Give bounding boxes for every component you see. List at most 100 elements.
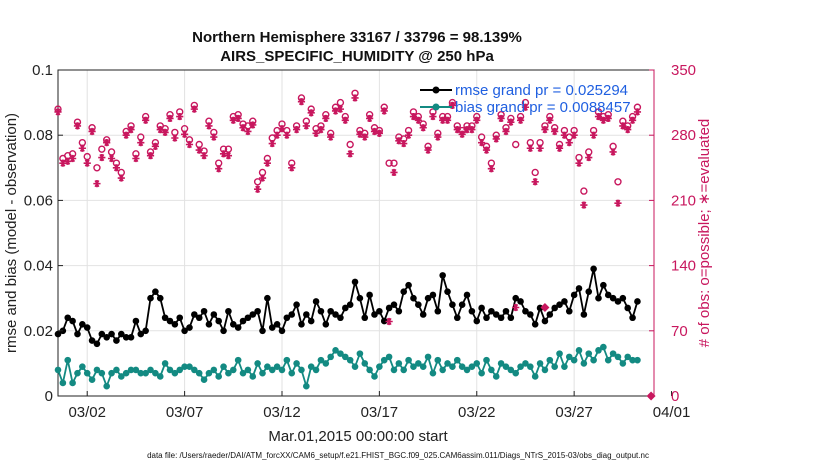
point-obs-evaluated [273,131,281,139]
point-rmse [546,311,554,318]
point-bias [507,366,515,374]
point-obs-possible [346,140,354,149]
point-bias [283,356,291,364]
point-obs-evaluated [482,146,491,154]
point-obs-possible [336,98,345,107]
point-bias [356,350,364,357]
point-obs-evaluated [609,148,617,156]
point-obs-evaluated [614,199,622,207]
point-rmse [507,314,515,322]
point-obs-evaluated [127,126,135,134]
point-rmse [419,311,427,318]
point-bias [288,369,296,377]
point-bias [502,363,510,370]
y-tick-label: 0.08 [24,127,53,144]
point-obs-evaluated [219,150,228,158]
point-bias [210,366,218,374]
point-obs-evaluated [107,154,116,163]
point-obs-evaluated [258,174,267,182]
point-rmse [122,334,130,341]
point-rmse [575,285,583,292]
point-bias [517,363,524,370]
point-bias [273,363,281,370]
point-rmse [312,298,320,305]
point-obs-evaluated [64,157,72,165]
point-obs-evaluated [361,133,369,141]
point-obs-evaluated [619,122,627,130]
point-bias [127,366,135,374]
axes-layer: 03/02 03/07 03/12 03/17 03/22 03/27 04/0100.02… [24,62,696,421]
y-right-tick-label: 0 [671,388,679,405]
point-obs-possible [580,187,588,195]
point-bias [361,360,369,367]
point-rmse [488,307,495,315]
point-obs-evaluated [146,152,155,160]
point-bias [463,366,471,374]
point-obs-evaluated [473,116,481,124]
point-rmse [142,327,149,335]
chart-title: Northern Hemisphere 33167 / 33796 = 98.1… [192,29,522,46]
point-rmse [268,324,276,331]
y-right-tick-label: 350 [671,62,696,79]
point-obs-evaluated [312,129,320,137]
point-rmse [322,320,330,328]
point-obs-evaluated [497,114,505,123]
point-rmse [595,294,602,302]
point-rmse [531,320,539,328]
point-rmse [103,334,110,341]
point-obs-evaluated [526,144,534,152]
point-rmse [400,288,408,295]
point-obs-evaluated [560,131,569,139]
y-tick-label: 0.02 [24,323,53,340]
point-bias [332,347,339,354]
point-obs-evaluated [181,130,189,138]
point-bias [595,347,602,354]
point-bias [536,360,544,367]
point-obs-possible [107,148,116,156]
point-rmse [405,281,412,289]
point-obs-evaluated [521,103,530,111]
point-obs-evaluated [88,127,96,136]
point-rmse [327,307,334,315]
point-bias [161,360,169,367]
point-rmse [449,301,456,309]
point-obs-evaluated [516,116,525,124]
point-obs-evaluated [585,153,593,162]
point-rmse [127,334,135,341]
point-obs-evaluated [404,131,413,139]
point-bias [604,356,612,364]
point-rmse [205,320,213,328]
point-rmse [600,281,607,289]
x-tick-label: 03/02 [68,404,106,421]
legend-marker-rmse [432,86,440,94]
y-tick-label: 0 [45,388,53,405]
point-obs-evaluated [244,127,252,136]
point-rmse [527,311,534,318]
point-bias [351,363,359,370]
point-bias [254,360,261,367]
point-rmse [161,314,169,322]
point-bias [419,363,427,370]
point-bias [512,369,520,377]
point-obs-evaluated [176,112,184,121]
point-obs-evaluated [171,134,179,142]
point-obs-evaluated [190,105,198,113]
point-bias [600,343,607,351]
point-bias [312,366,320,374]
point-obs-evaluated [263,159,271,167]
point-rmse [385,304,393,312]
point-obs-evaluated [254,185,262,193]
point-obs-evaluated [93,180,101,188]
point-bias [585,350,593,357]
point-bias [346,356,354,364]
point-obs-evaluated [210,133,218,141]
point-bias [473,360,481,367]
point-obs-evaluated [375,129,383,137]
x-tick-label: 03/12 [263,404,301,421]
point-obs-evaluated [166,114,174,123]
point-bias [453,356,461,364]
point-obs-evaluated [409,112,418,121]
point-bias [439,366,446,374]
point-rmse [317,307,325,315]
point-rmse [181,327,188,335]
